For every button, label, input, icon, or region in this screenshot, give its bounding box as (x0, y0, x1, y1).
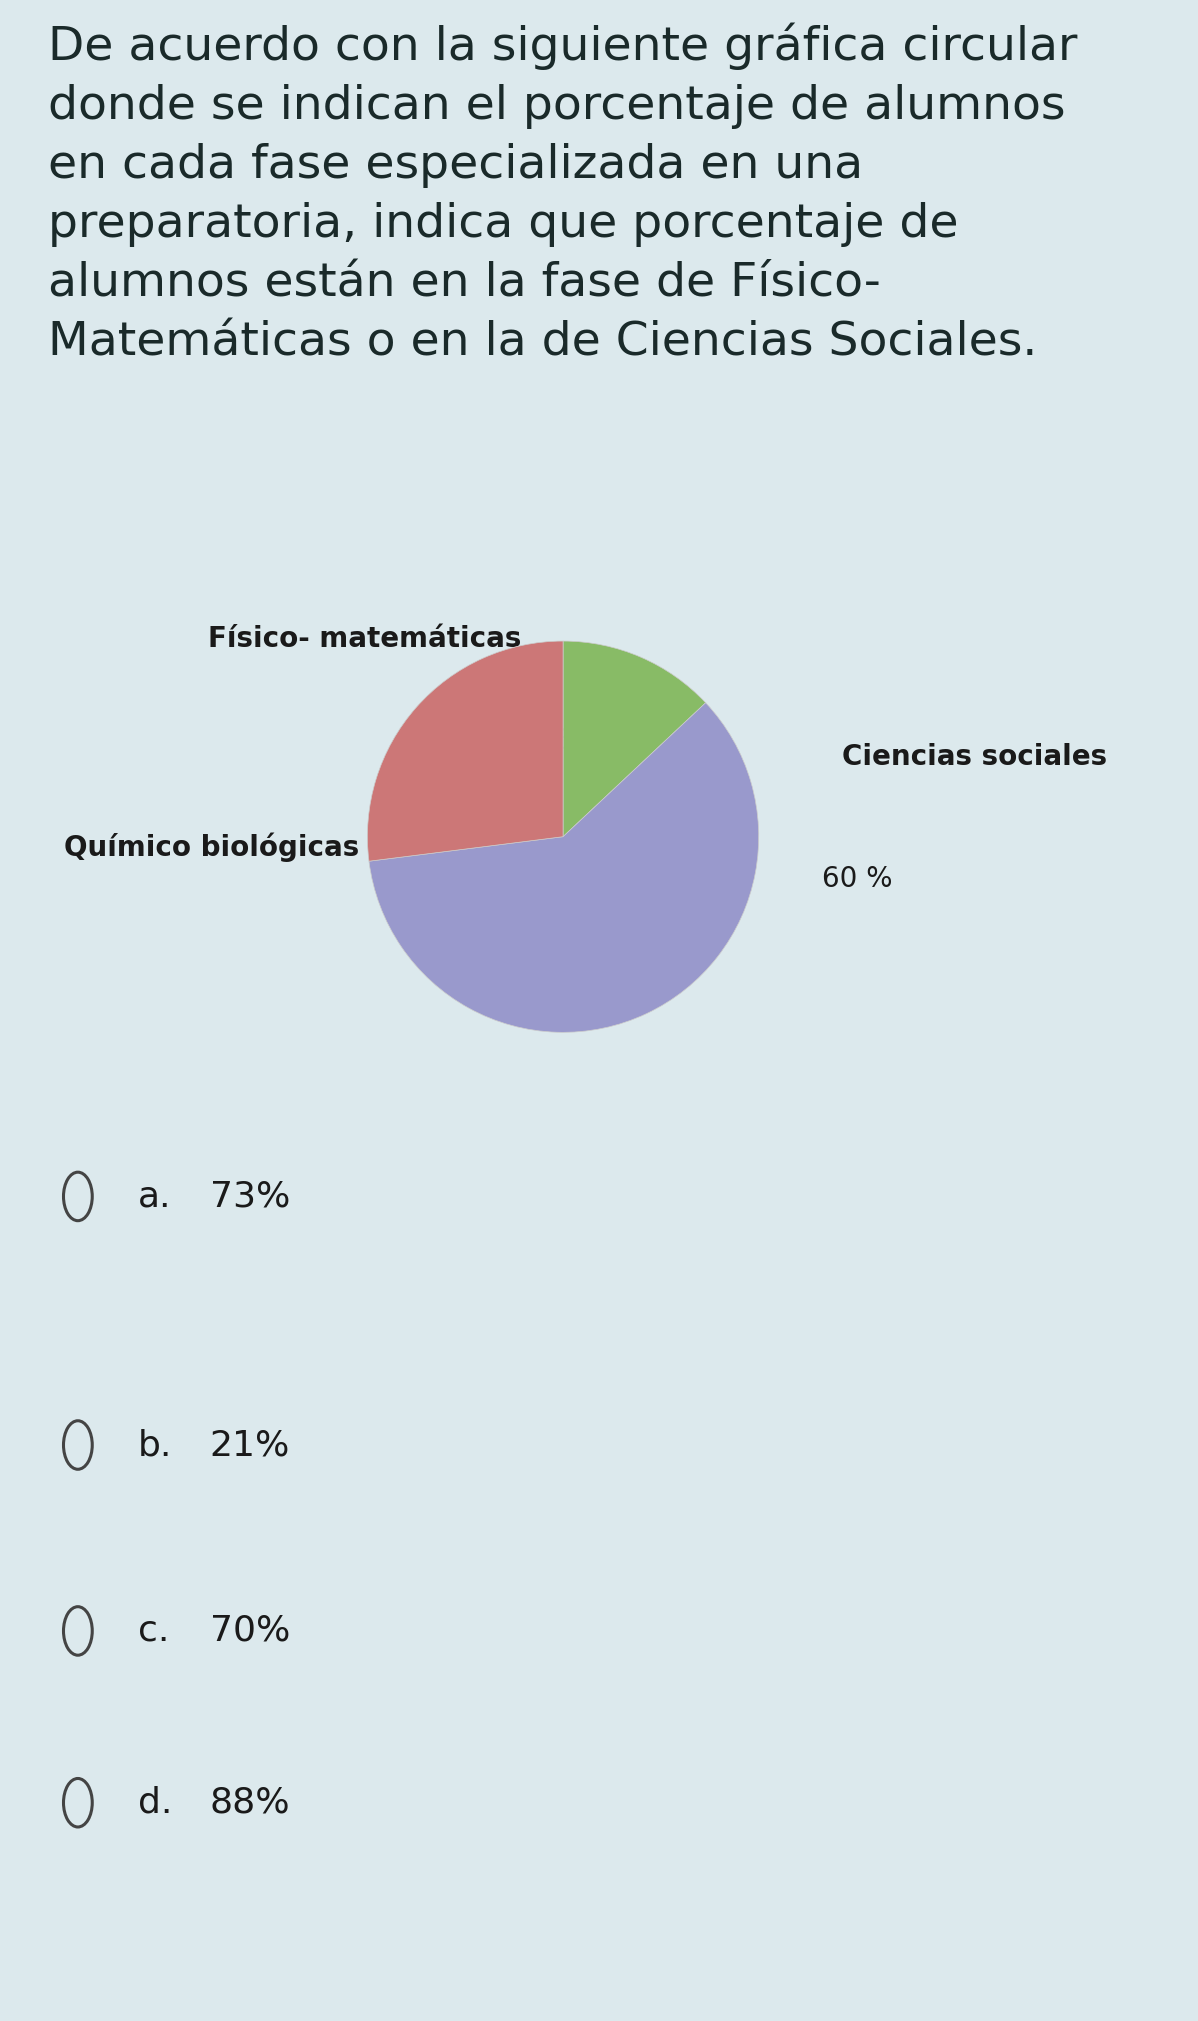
Text: c.: c. (138, 1615, 169, 1647)
Text: 70%: 70% (210, 1615, 290, 1647)
Text: Químico biológicas: Químico biológicas (63, 833, 359, 863)
Wedge shape (369, 703, 758, 1033)
Text: 73%: 73% (210, 1180, 290, 1213)
Text: Físico- matemáticas: Físico- matemáticas (207, 624, 521, 653)
Text: b.: b. (138, 1429, 173, 1461)
Wedge shape (368, 641, 563, 861)
Text: De acuerdo con la siguiente gráfica circular
donde se indican el porcentaje de a: De acuerdo con la siguiente gráfica circ… (48, 22, 1077, 366)
Text: a.: a. (138, 1180, 171, 1213)
Text: Ciencias sociales: Ciencias sociales (842, 744, 1107, 772)
Text: 88%: 88% (210, 1787, 290, 1819)
Text: d.: d. (138, 1787, 173, 1819)
Text: 21%: 21% (210, 1429, 290, 1461)
Text: 27 %: 27 % (447, 940, 516, 968)
Wedge shape (563, 641, 706, 837)
Text: 60 %: 60 % (822, 865, 893, 893)
Text: 13 %: 13 % (540, 728, 611, 756)
